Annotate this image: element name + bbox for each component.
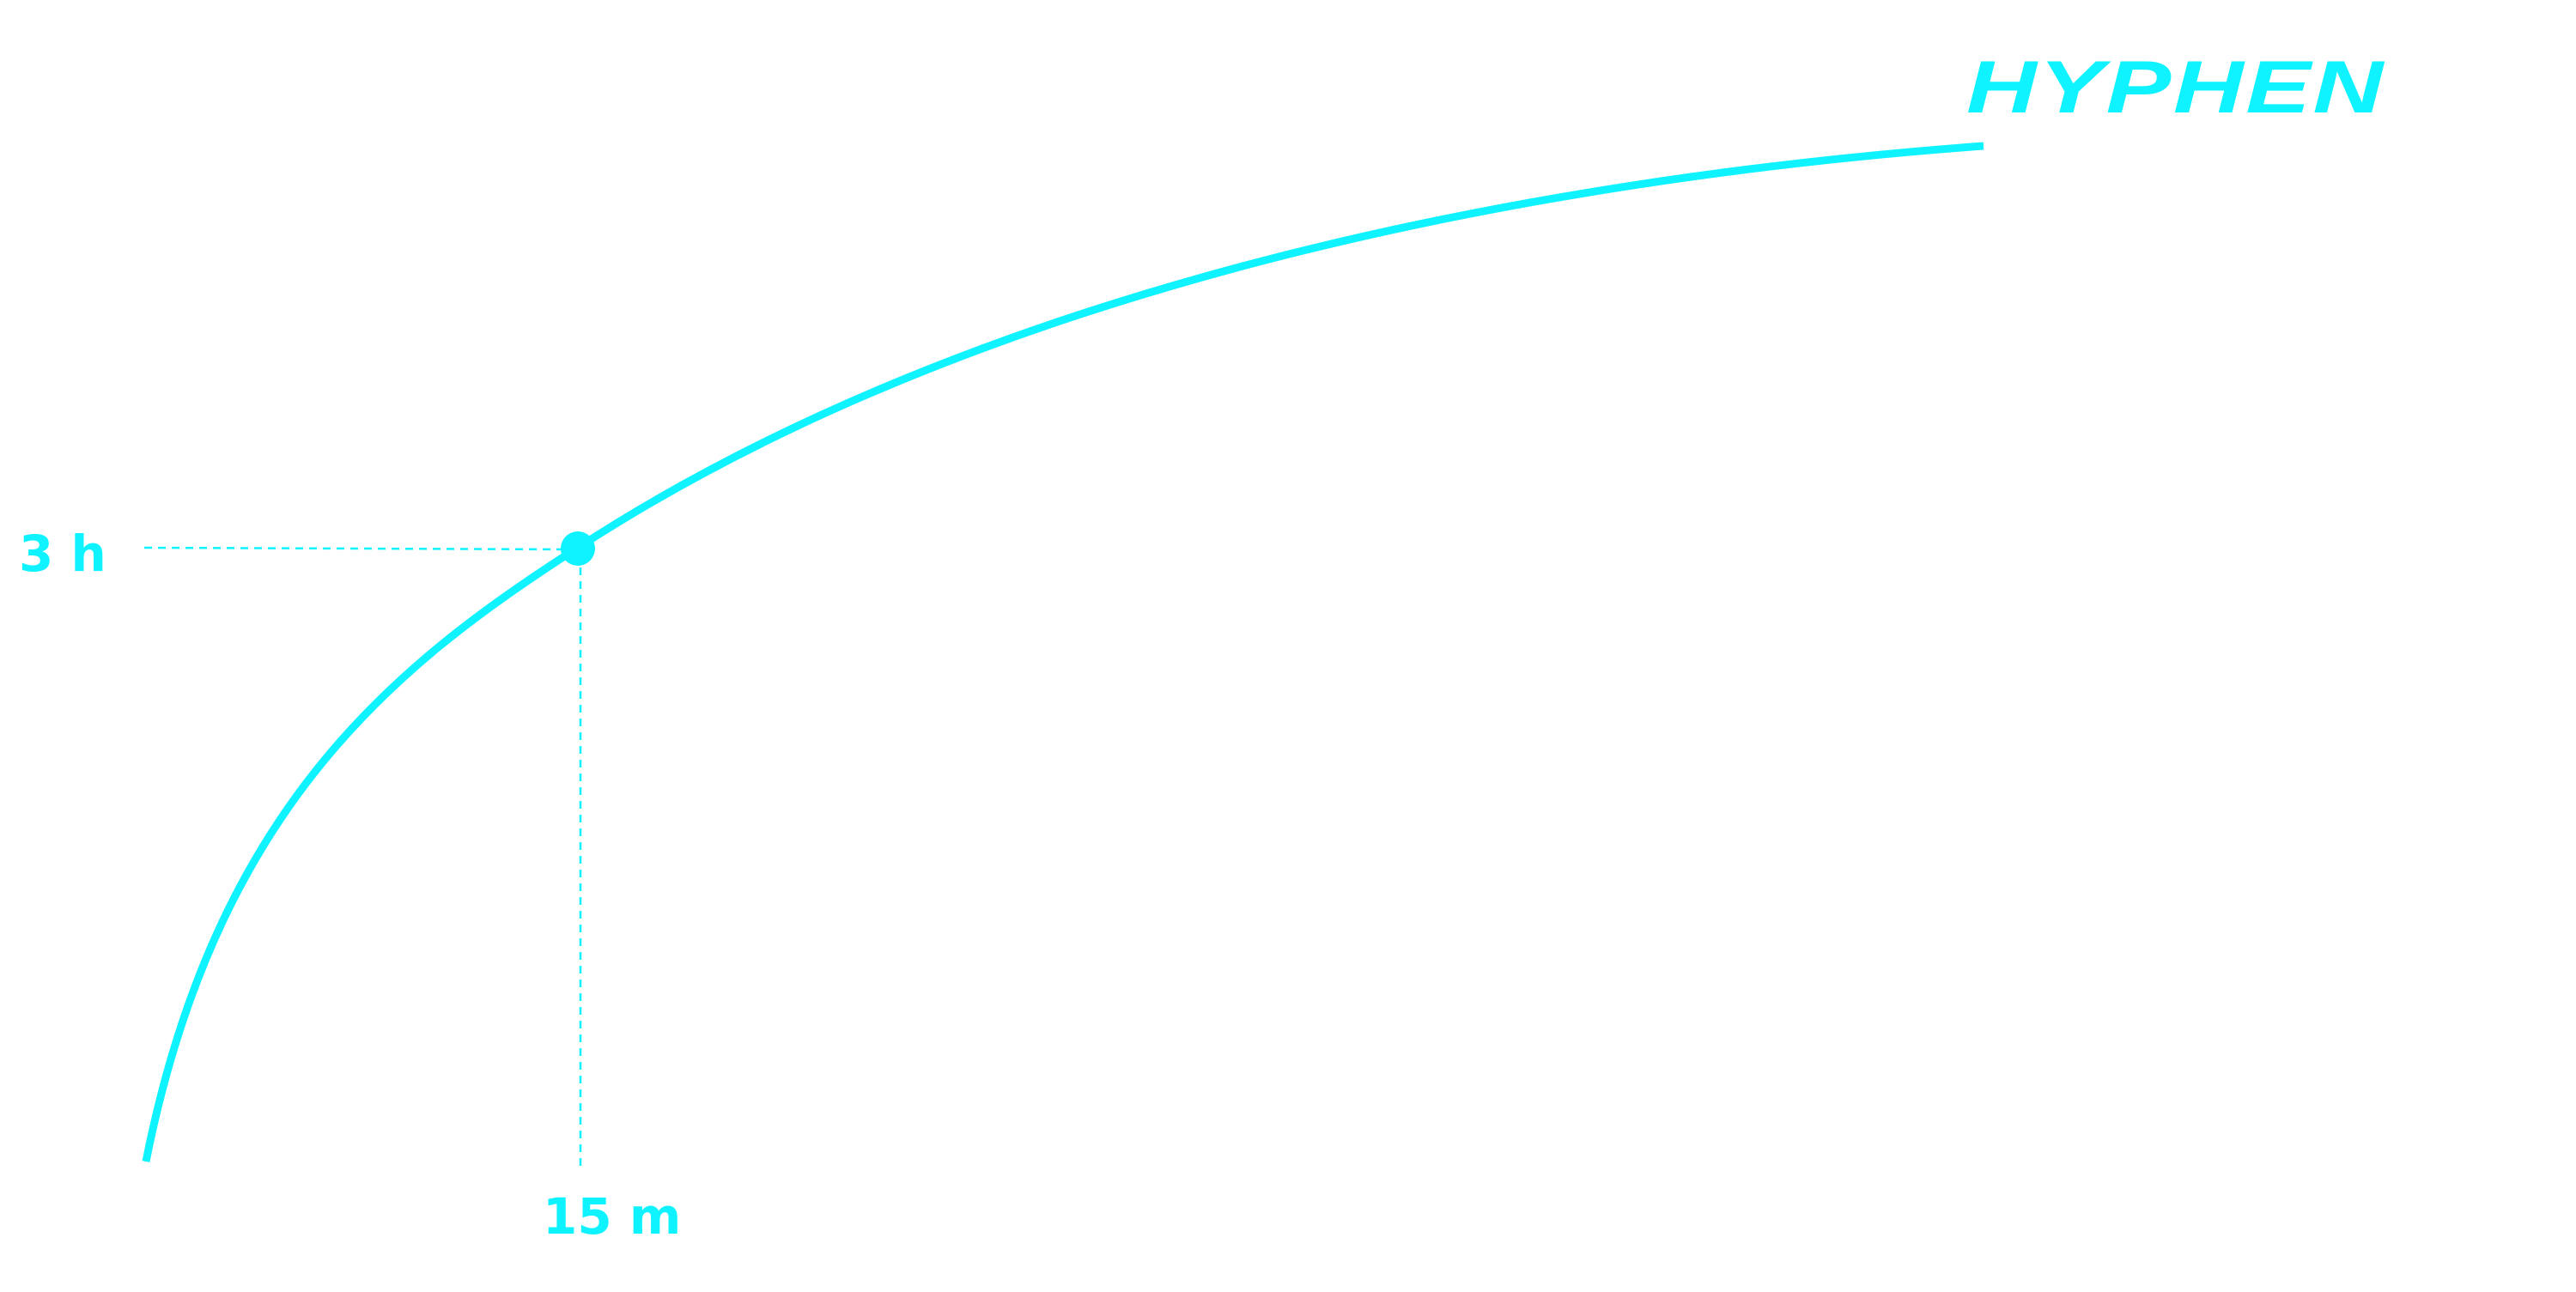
curve bbox=[142, 142, 1984, 1162]
marker-point bbox=[561, 531, 595, 566]
x-label: 15 m bbox=[543, 1187, 681, 1246]
guide-horizontal bbox=[143, 546, 574, 551]
brand-logo[interactable]: HYPHEN bbox=[1966, 46, 2385, 129]
y-label: 3 h bbox=[19, 525, 106, 583]
